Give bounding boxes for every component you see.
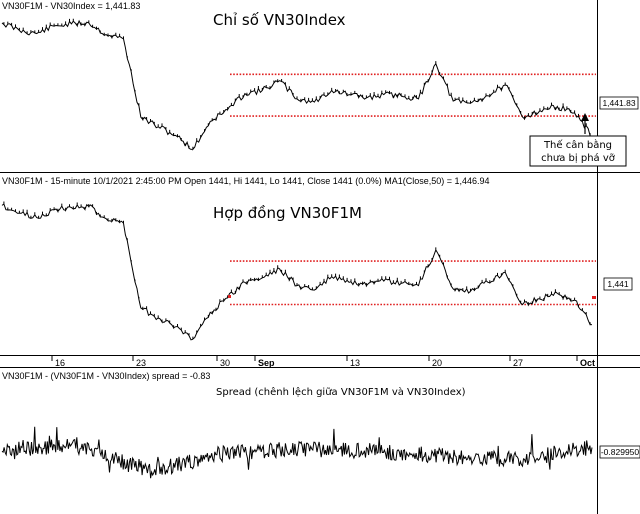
futures-price-label-box [603, 277, 633, 291]
annotation-box [529, 135, 627, 167]
futures-price-label: 1,441 [607, 279, 629, 289]
spread-panel-title: Spread (chênh lệch giữa VN30F1M và VN30I… [216, 386, 466, 398]
futures-panel-header: VN30F1M - 15-minute 10/1/2021 2:45:00 PM… [2, 176, 490, 186]
index-panel-title: Chỉ số VN30Index [213, 11, 346, 29]
index-price-line [1, 18, 593, 151]
futures-marker-left [228, 295, 231, 298]
spread-price-label: -0.829950 [601, 447, 640, 457]
futures-marker-right [592, 296, 596, 299]
annotation-arrow-head [581, 113, 589, 121]
spread-panel-header: VN30F1M - (VN30F1M - VN30Index) spread =… [2, 371, 210, 381]
index-price-label-box [599, 96, 639, 110]
x-axis: 16 23 30 Sep 13 20 27 Oct [51, 356, 595, 368]
index-price-label: 1,441.83 [602, 98, 635, 108]
x-tick-label: 30 [220, 358, 230, 368]
x-tick-label: Oct [580, 358, 595, 368]
index-panel-header: VN30F1M - VN30Index = 1,441.83 [2, 1, 140, 11]
annotation-line-2: chưa bị phá vỡ [541, 152, 616, 164]
x-tick-label: 23 [136, 358, 146, 368]
spread-line [1, 426, 593, 479]
annotation-line-1: Thế cân bằng [543, 138, 612, 151]
x-tick-label: 27 [513, 358, 523, 368]
x-tick-label: 13 [350, 358, 360, 368]
x-tick-label: 16 [55, 358, 65, 368]
x-tick-label: 20 [432, 358, 442, 368]
spread-price-label-box [599, 445, 640, 459]
x-tick-label: Sep [258, 358, 275, 368]
futures-price-line [1, 201, 593, 341]
futures-panel-title: Hợp đồng VN30F1M [213, 204, 362, 222]
